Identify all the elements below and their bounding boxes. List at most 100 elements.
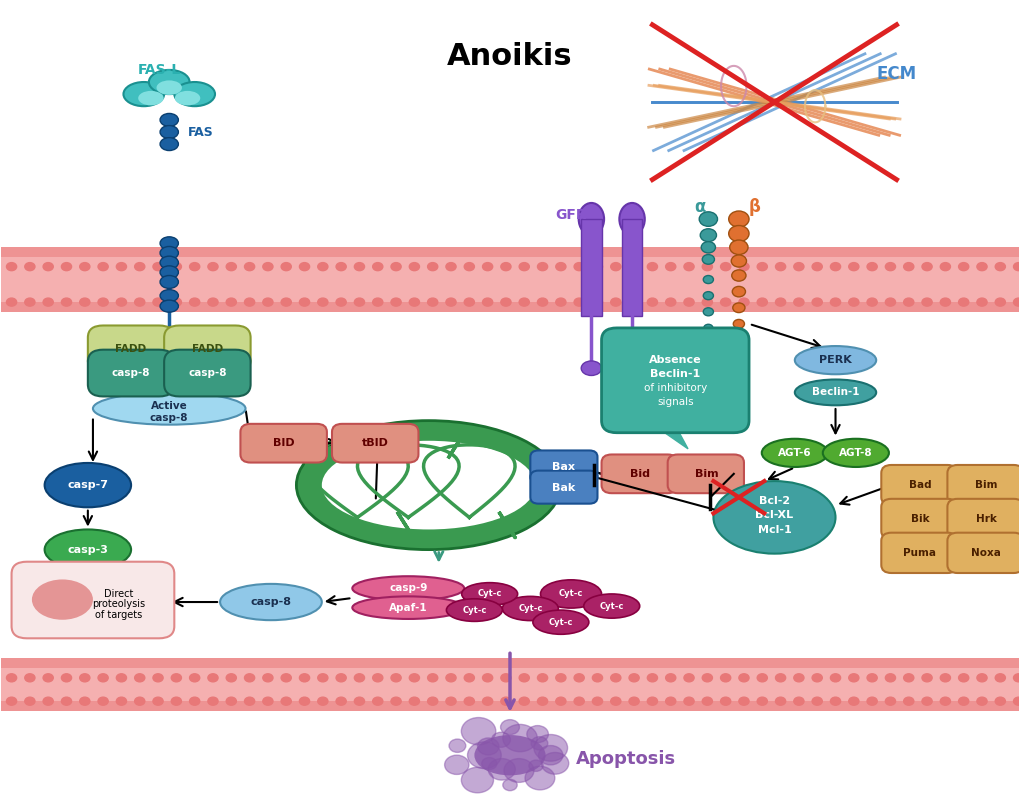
Circle shape [647, 298, 657, 306]
Ellipse shape [703, 324, 712, 332]
Text: Bcl-2: Bcl-2 [758, 496, 790, 506]
FancyBboxPatch shape [164, 325, 251, 372]
Circle shape [390, 674, 400, 682]
Ellipse shape [703, 341, 712, 348]
Circle shape [940, 263, 950, 271]
Circle shape [153, 674, 163, 682]
Circle shape [884, 298, 895, 306]
Circle shape [464, 697, 474, 705]
Circle shape [1013, 263, 1019, 271]
Circle shape [538, 746, 562, 765]
Circle shape [940, 697, 950, 705]
Text: casp-3: casp-3 [67, 544, 108, 555]
Circle shape [555, 298, 566, 306]
Ellipse shape [352, 576, 464, 600]
Circle shape [427, 298, 437, 306]
Text: FADD: FADD [193, 344, 223, 354]
Circle shape [6, 697, 16, 705]
Circle shape [226, 298, 236, 306]
Text: α: α [694, 198, 705, 216]
Circle shape [829, 674, 840, 682]
Circle shape [464, 674, 474, 682]
Circle shape [921, 298, 931, 306]
Circle shape [482, 697, 492, 705]
Circle shape [719, 674, 730, 682]
Circle shape [537, 298, 547, 306]
Text: casp-8: casp-8 [111, 368, 150, 378]
Ellipse shape [583, 594, 639, 618]
Circle shape [793, 263, 803, 271]
Circle shape [79, 697, 90, 705]
Ellipse shape [731, 255, 746, 267]
Circle shape [848, 674, 858, 682]
Circle shape [263, 298, 273, 306]
Text: casp-8: casp-8 [189, 368, 227, 378]
Circle shape [354, 263, 364, 271]
Bar [1, 302, 1018, 311]
Circle shape [263, 697, 273, 705]
Circle shape [629, 697, 639, 705]
Circle shape [427, 263, 437, 271]
Circle shape [208, 697, 218, 705]
Circle shape [482, 674, 492, 682]
Circle shape [24, 674, 35, 682]
Text: BID: BID [273, 438, 294, 448]
Ellipse shape [729, 240, 747, 255]
Circle shape [79, 298, 90, 306]
Ellipse shape [160, 256, 178, 269]
Circle shape [866, 298, 876, 306]
Circle shape [701, 674, 711, 682]
Circle shape [756, 298, 766, 306]
Ellipse shape [732, 286, 745, 297]
Circle shape [98, 674, 108, 682]
Circle shape [153, 298, 163, 306]
Text: Mcl-1: Mcl-1 [757, 525, 791, 536]
Circle shape [263, 674, 273, 682]
Circle shape [190, 697, 200, 705]
Circle shape [335, 674, 345, 682]
Ellipse shape [160, 237, 178, 250]
Circle shape [464, 298, 474, 306]
Text: proteolysis: proteolysis [92, 599, 145, 609]
Circle shape [629, 298, 639, 306]
Circle shape [958, 263, 968, 271]
Text: Noxa: Noxa [970, 548, 1000, 558]
Circle shape [409, 263, 419, 271]
Circle shape [61, 298, 71, 306]
Circle shape [318, 298, 327, 306]
Ellipse shape [174, 91, 200, 105]
Circle shape [318, 263, 327, 271]
Circle shape [245, 697, 255, 705]
FancyBboxPatch shape [331, 424, 418, 463]
Circle shape [372, 674, 382, 682]
Ellipse shape [578, 203, 603, 235]
Circle shape [756, 263, 766, 271]
Text: Puma: Puma [903, 548, 935, 558]
Circle shape [884, 263, 895, 271]
FancyBboxPatch shape [164, 349, 251, 396]
FancyBboxPatch shape [88, 325, 174, 372]
Circle shape [43, 674, 53, 682]
Text: Bik: Bik [910, 514, 928, 524]
Text: Bim: Bim [974, 480, 997, 490]
Circle shape [502, 724, 537, 752]
Circle shape [519, 674, 529, 682]
Circle shape [208, 263, 218, 271]
FancyBboxPatch shape [601, 328, 748, 433]
Circle shape [171, 674, 181, 682]
Circle shape [848, 697, 858, 705]
Circle shape [409, 298, 419, 306]
Text: Cyt-c: Cyt-c [462, 606, 486, 615]
Circle shape [525, 766, 554, 790]
Ellipse shape [702, 307, 712, 316]
Circle shape [1013, 298, 1019, 306]
Circle shape [665, 697, 676, 705]
Circle shape [6, 298, 16, 306]
Circle shape [445, 298, 455, 306]
Circle shape [245, 674, 255, 682]
Circle shape [995, 263, 1005, 271]
Bar [581, 219, 601, 316]
Circle shape [811, 263, 821, 271]
Circle shape [135, 263, 145, 271]
Circle shape [208, 674, 218, 682]
